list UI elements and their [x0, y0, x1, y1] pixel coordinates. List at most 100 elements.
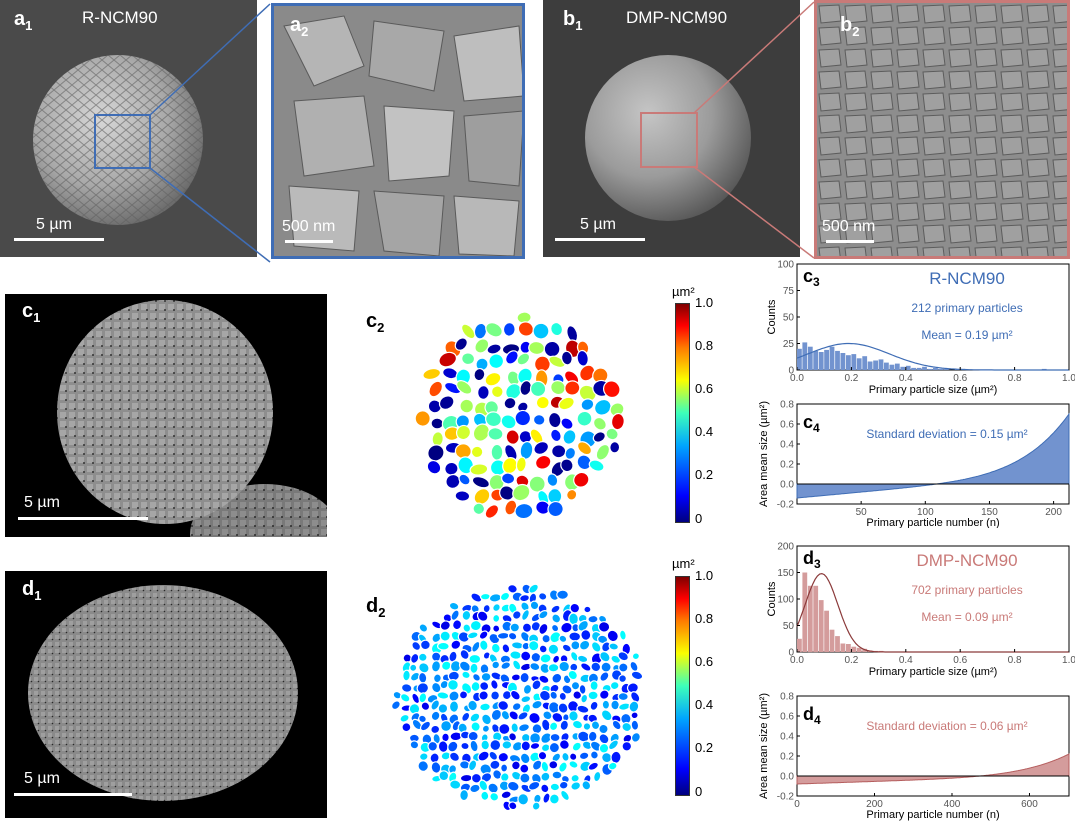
particle — [561, 751, 570, 762]
particle — [411, 641, 422, 651]
particle — [570, 781, 582, 791]
particle — [479, 681, 490, 692]
particle — [587, 690, 599, 701]
particle — [562, 429, 577, 445]
scalebar-label-a1: 5 µm — [36, 216, 72, 233]
y-tick-label: 0 — [788, 366, 794, 377]
particle — [600, 661, 612, 673]
particle — [587, 761, 599, 771]
panel-label-sub: 3 — [814, 557, 821, 571]
particle — [478, 779, 489, 792]
colorbar-d-tick: 0 — [695, 784, 703, 799]
panel-label: d3 — [803, 548, 821, 571]
particle — [629, 660, 639, 672]
particle — [488, 750, 499, 761]
histogram-bar — [943, 368, 949, 370]
particle — [532, 322, 550, 340]
y-tick-label: 25 — [783, 339, 795, 350]
x-tick-label: 50 — [856, 507, 868, 518]
particle — [510, 722, 519, 734]
particle — [593, 398, 612, 416]
scalebar-c1 — [18, 517, 148, 520]
particle — [559, 719, 569, 731]
particle — [622, 733, 633, 744]
panel-title-a1: R-NCM90 — [82, 8, 158, 27]
x-tick-label: 0.6 — [953, 373, 967, 384]
particle — [597, 621, 611, 633]
particle — [548, 741, 561, 754]
particle — [540, 732, 553, 744]
particle — [436, 691, 450, 700]
particle — [477, 750, 490, 762]
particle — [602, 380, 621, 399]
particle — [497, 700, 510, 711]
particle — [580, 398, 595, 411]
scalebar-a2 — [285, 240, 333, 243]
particle — [560, 350, 573, 366]
particle — [430, 710, 441, 722]
particle — [618, 662, 629, 673]
particle — [469, 739, 479, 753]
particle — [487, 427, 504, 441]
particle — [580, 662, 592, 672]
particle — [532, 414, 546, 426]
particle — [455, 424, 472, 441]
particle — [528, 583, 539, 594]
particle — [617, 692, 629, 702]
particle — [531, 759, 543, 771]
particle — [588, 459, 605, 472]
particle — [558, 780, 569, 790]
particle — [402, 669, 411, 682]
particle — [473, 322, 488, 340]
panel-label: c3 — [803, 266, 820, 289]
panel-title-b1: DMP-NCM90 — [626, 8, 728, 27]
particle — [621, 721, 633, 733]
particle — [589, 700, 599, 711]
particle — [472, 502, 486, 516]
particle — [437, 641, 450, 651]
x-tick-label: 0.4 — [899, 655, 913, 666]
particle — [519, 671, 530, 684]
chart-d4: 0 200 400 600 -0.2 0.0 0.2 0.4 0.6 0.8 Primary par… — [758, 692, 1070, 821]
histogram-bar — [835, 350, 840, 370]
particle — [587, 614, 599, 624]
histogram-bar — [818, 600, 824, 652]
particle — [512, 483, 531, 502]
x-tick-label: 0.0 — [790, 373, 804, 384]
particle — [538, 622, 549, 635]
histogram-bar — [856, 647, 862, 652]
chart-annotation: Standard deviation = 0.15 µm² — [866, 427, 1027, 441]
particle — [519, 752, 531, 765]
particle — [593, 770, 602, 783]
histogram-bar — [813, 585, 819, 653]
particle — [592, 431, 606, 443]
particle — [587, 730, 598, 743]
histogram-bar — [862, 648, 868, 652]
particle — [427, 399, 442, 414]
y-axis-label: Area mean size (µm²) — [758, 401, 770, 507]
histogram-bar — [813, 350, 819, 370]
particle — [490, 642, 501, 654]
particle — [454, 490, 471, 502]
particle — [514, 502, 534, 520]
particle — [491, 660, 501, 670]
panel-label-a1: a1 — [14, 8, 33, 33]
gaussian-fit-line — [796, 572, 1069, 653]
particle — [427, 740, 439, 752]
particle — [549, 690, 558, 700]
particle — [630, 711, 639, 720]
y-tick-label: 200 — [777, 542, 794, 553]
x-tick-label: 0 — [794, 799, 800, 810]
panel-label-b2: b2 — [840, 14, 860, 39]
particle — [449, 751, 460, 762]
histogram-bar — [824, 610, 829, 652]
particle — [499, 485, 515, 501]
particle — [611, 719, 622, 731]
particle — [551, 613, 562, 624]
particle — [558, 660, 571, 673]
x-tick-label: 100 — [917, 507, 934, 518]
x-tick-label: 0.6 — [953, 655, 967, 666]
particle — [610, 699, 620, 711]
colorbar-d-tick: 1.0 — [695, 568, 714, 583]
particle — [576, 654, 589, 664]
